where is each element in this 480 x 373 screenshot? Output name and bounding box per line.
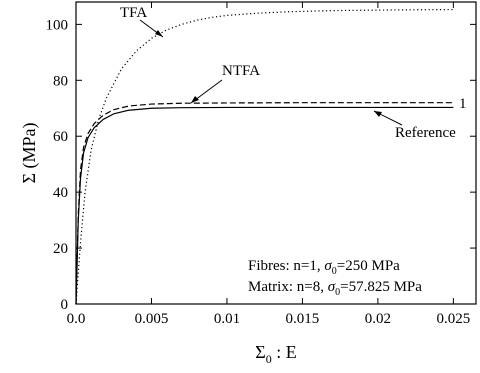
- legend-fibres: Fibres: n=1, σ0=250 MPa: [248, 258, 400, 277]
- x-axis-ticks: 0.0 0.005 0.01 0.015 0.02 0.025: [67, 2, 470, 327]
- series-group: [75, 8, 454, 305]
- annotation-reference-arrowhead: [374, 111, 382, 117]
- legend-matrix-post: =57.825 MPa: [340, 279, 422, 295]
- legend-matrix: Matrix: n=8, σ0=57.825 MPa: [248, 279, 422, 298]
- series-line-ntfa: [75, 102, 454, 305]
- plot-frame: [75, 1, 477, 305]
- annotation-reference: Reference: [395, 125, 456, 141]
- x-tick-label: 0.0: [67, 311, 86, 327]
- legend-fibres-sub: 0: [332, 266, 337, 277]
- x-tick-label: 0.01: [214, 311, 240, 327]
- x-tick-label: 0.02: [365, 311, 391, 327]
- y-tick-label: 0: [61, 297, 69, 313]
- annotation-tfa-arrowhead: [155, 30, 163, 37]
- annotation-ntfa-arrowhead: [191, 96, 199, 103]
- y-tick-label: 60: [53, 129, 68, 145]
- legend-fibres-post: =250 MPa: [337, 258, 400, 274]
- annotation-tfa: TFA: [120, 5, 147, 21]
- x-axis-title-base: Σ: [255, 342, 265, 362]
- y-tick-label: 20: [53, 241, 68, 257]
- x-axis-title-rest: : E: [272, 342, 297, 362]
- x-tick-label: 0.025: [436, 311, 470, 327]
- legend-matrix-sub: 0: [335, 287, 340, 298]
- x-axis-title-sub: 0: [266, 352, 272, 366]
- series-line-tfa: [75, 8, 454, 305]
- annotation-ntfa: NTFA: [222, 63, 260, 79]
- x-axis-title: Σ0 : E: [255, 342, 296, 366]
- x-tick-label: 0.005: [135, 311, 169, 327]
- y-tick-label: 40: [53, 185, 68, 201]
- y-tick-label: 80: [53, 73, 68, 89]
- y-axis-title: Σ (MPa): [19, 123, 40, 184]
- legend-matrix-pre: Matrix: n=8,: [248, 279, 328, 295]
- x-tick-label: 0.015: [286, 311, 320, 327]
- legend-fibres-sigma: σ: [324, 258, 332, 274]
- series-line-reference: [75, 106, 454, 305]
- legend-fibres-pre: Fibres: n=1,: [248, 258, 324, 274]
- annotation-curve-1: 1: [459, 96, 467, 112]
- legend-matrix-sigma: σ: [328, 279, 336, 295]
- y-tick-label: 100: [46, 17, 69, 33]
